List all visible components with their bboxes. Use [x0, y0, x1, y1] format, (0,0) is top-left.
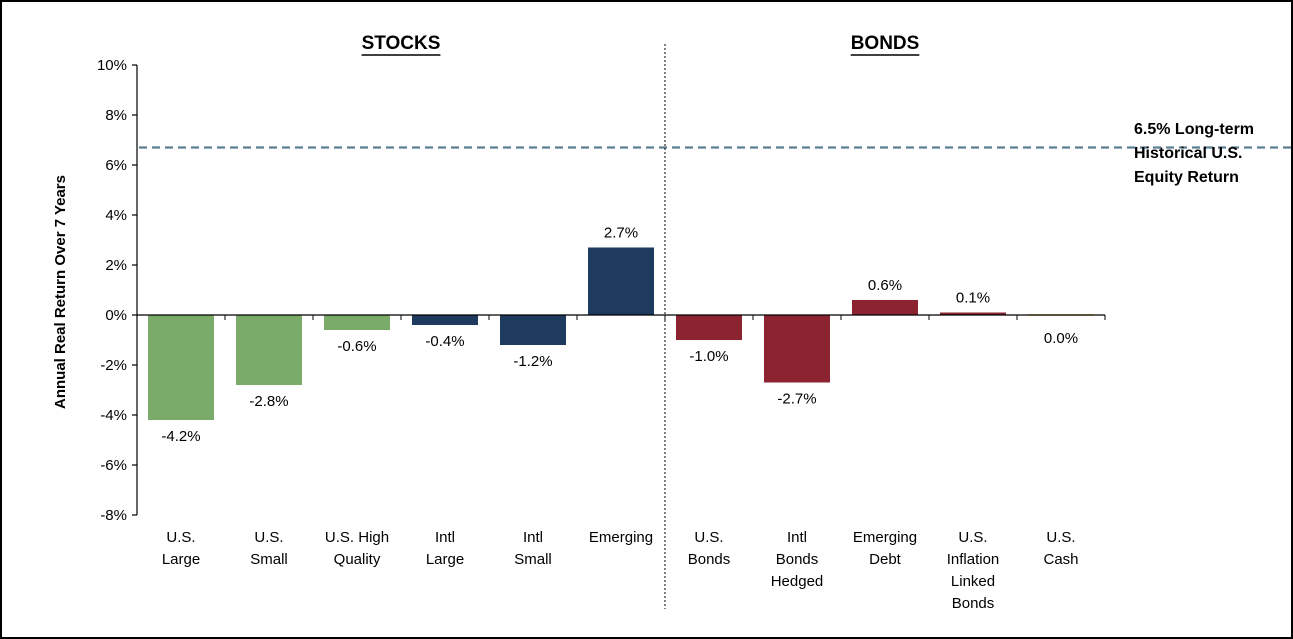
- category-label-3-line-0: Intl: [435, 529, 455, 546]
- category-label-9-line-2: Linked: [951, 573, 995, 590]
- bar-9: [940, 312, 1006, 315]
- data-label-7: -2.7%: [777, 391, 816, 408]
- reference-annotation-line-2: Equity Return: [1134, 169, 1239, 186]
- category-label-1-line-0: U.S.: [254, 529, 283, 546]
- data-label-10: 0.0%: [1044, 330, 1078, 347]
- category-label-9-line-0: U.S.: [958, 529, 987, 546]
- category-label-2-line-1: Quality: [334, 551, 381, 568]
- bar-3: [412, 315, 478, 325]
- bar-1: [236, 315, 302, 385]
- category-label-10-line-1: Cash: [1043, 551, 1078, 568]
- bar-8: [852, 300, 918, 315]
- category-label-2-line-0: U.S. High: [325, 529, 389, 546]
- y-axis-title: Annual Real Return Over 7 Years: [52, 175, 69, 409]
- category-label-0-line-1: Large: [162, 551, 200, 568]
- bar-6: [676, 315, 742, 340]
- reference-annotation-line-1: Historical U.S.: [1134, 145, 1242, 162]
- data-label-8: 0.6%: [868, 277, 902, 294]
- y-tick-label-3: 4%: [105, 207, 127, 224]
- section-header-stocks: STOCKS: [362, 33, 441, 54]
- y-tick-label-6: -2%: [100, 357, 127, 374]
- category-label-4-line-0: Intl: [523, 529, 543, 546]
- category-label-8-line-0: Emerging: [853, 529, 917, 546]
- bar-0: [148, 315, 214, 420]
- category-label-10-line-0: U.S.: [1046, 529, 1075, 546]
- bar-5: [588, 247, 654, 315]
- bar-2: [324, 315, 390, 330]
- y-tick-label-4: 2%: [105, 257, 127, 274]
- y-tick-label-7: -4%: [100, 407, 127, 424]
- section-header-bonds: BONDS: [851, 33, 920, 54]
- y-tick-label-8: -6%: [100, 457, 127, 474]
- data-label-4: -1.2%: [513, 353, 552, 370]
- data-label-5: 2.7%: [604, 225, 638, 242]
- category-label-7-line-1: Bonds: [776, 551, 819, 568]
- category-label-6-line-1: Bonds: [688, 551, 731, 568]
- y-tick-label-1: 8%: [105, 107, 127, 124]
- category-label-7-line-0: Intl: [787, 529, 807, 546]
- data-label-1: -2.8%: [249, 393, 288, 410]
- reference-annotation-line-0: 6.5% Long-term: [1134, 121, 1254, 138]
- category-label-5-line-0: Emerging: [589, 529, 653, 546]
- category-label-3-line-1: Large: [426, 551, 464, 568]
- data-label-2: -0.6%: [337, 338, 376, 355]
- data-label-0: -4.2%: [161, 428, 200, 445]
- y-tick-label-0: 10%: [97, 57, 127, 74]
- data-label-9: 0.1%: [956, 290, 990, 307]
- category-label-8-line-1: Debt: [869, 551, 902, 568]
- category-label-4-line-1: Small: [514, 551, 552, 568]
- category-label-9-line-1: Inflation: [947, 551, 1000, 568]
- category-label-7-line-2: Hedged: [771, 573, 824, 590]
- bar-4: [500, 315, 566, 345]
- category-label-9-line-3: Bonds: [952, 595, 995, 612]
- category-label-0-line-0: U.S.: [166, 529, 195, 546]
- category-label-1-line-1: Small: [250, 551, 288, 568]
- y-tick-label-2: 6%: [105, 157, 127, 174]
- y-tick-label-9: -8%: [100, 507, 127, 524]
- bar-7: [764, 315, 830, 383]
- y-tick-label-5: 0%: [105, 307, 127, 324]
- data-label-6: -1.0%: [689, 348, 728, 365]
- data-label-3: -0.4%: [425, 333, 464, 350]
- category-label-6-line-0: U.S.: [694, 529, 723, 546]
